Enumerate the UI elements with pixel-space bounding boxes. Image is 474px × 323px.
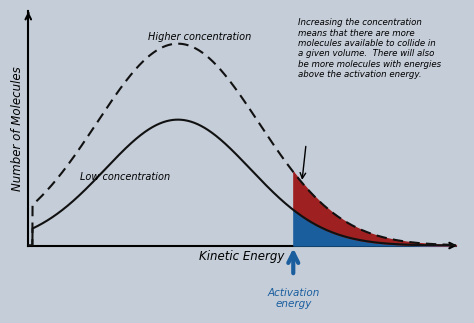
Text: Increasing the concentration
means that there are more
molecules available to co: Increasing the concentration means that … xyxy=(298,18,441,79)
Y-axis label: Number of Molecules: Number of Molecules xyxy=(11,66,24,191)
X-axis label: Kinetic Energy: Kinetic Energy xyxy=(199,250,285,263)
Text: Activation
energy: Activation energy xyxy=(267,288,319,309)
Text: Low concentration: Low concentration xyxy=(80,172,170,182)
Text: Higher concentration: Higher concentration xyxy=(148,32,251,42)
